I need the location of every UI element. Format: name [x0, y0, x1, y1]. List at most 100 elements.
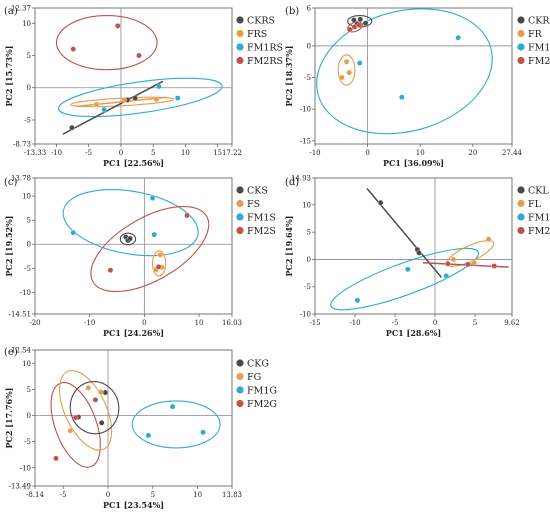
pca-panel-2: (b) -10 0 10 20 27.44 6 0 -5 -10 -15 PC1 [36.09%] PC…: [284, 5, 550, 169]
data-point: [471, 259, 477, 266]
panel-label: (a): [4, 6, 18, 17]
x-axis-label: PC1 [28.6%]: [386, 328, 441, 338]
panel-label: (e): [4, 347, 18, 358]
plot-marks: [316, 8, 493, 135]
data-point: [127, 235, 133, 242]
y-tick-label: 0: [27, 84, 31, 92]
y-tick-label: -5: [24, 438, 31, 446]
x-tick-label: -13.33: [24, 149, 46, 157]
confidence-ellipse: [316, 8, 493, 135]
plot-marks: [62, 189, 210, 293]
x-tick-label: 15: [213, 149, 222, 157]
data-point: [98, 389, 104, 395]
data-point: [356, 60, 363, 66]
data-point: [136, 52, 142, 59]
y-tick-label: 0: [307, 42, 311, 50]
y-tick-label: -5: [304, 283, 311, 291]
data-point: [149, 195, 156, 201]
y-tick-label: 5: [307, 229, 311, 237]
legend-marker: [236, 372, 244, 381]
data-point: [351, 24, 358, 30]
group-line: [62, 80, 164, 135]
legend-entry: CKL: [528, 185, 549, 196]
x-tick-label: 16.03: [222, 319, 242, 327]
x-tick-label: 9.62: [504, 319, 520, 327]
x-tick-label: 5: [151, 491, 155, 499]
legend-entry: CKS: [247, 185, 268, 196]
data-point: [156, 83, 162, 90]
data-point: [153, 96, 160, 103]
legend-marker: [236, 199, 244, 208]
confidence-ellipse: [119, 232, 137, 246]
y-tick-label: -14.51: [9, 311, 31, 319]
data-point: [151, 231, 157, 238]
confidence-ellipse: [337, 54, 356, 86]
legend: CKS FS FM1S FM2S: [236, 185, 276, 237]
y-tick-label: 5: [27, 52, 31, 60]
y-tick-label: -5: [24, 116, 31, 124]
panel-label: (d): [285, 177, 299, 188]
legend-marker: [236, 386, 244, 394]
legend-marker: [236, 186, 244, 194]
x-tick-label: -5: [60, 491, 67, 499]
x-tick-label: 0: [119, 149, 123, 157]
legend-marker: [236, 226, 244, 235]
data-point: [174, 95, 181, 101]
legend: CKL FL FM1L FM2L: [517, 185, 550, 237]
confidence-ellipse: [131, 400, 221, 449]
legend-entry: FM2RS: [247, 56, 283, 67]
legend-entry: FM1R: [528, 42, 550, 53]
legend-entry: FG: [247, 372, 261, 383]
data-point: [405, 266, 411, 273]
data-point: [121, 97, 127, 103]
data-point: [339, 74, 345, 81]
data-point: [169, 403, 176, 410]
x-tick-label: -5: [392, 319, 399, 327]
data-point: [343, 59, 350, 65]
legend-entry: FM1S: [247, 212, 276, 223]
confidence-ellipse: [90, 205, 210, 293]
data-point: [346, 26, 353, 33]
data-point: [93, 101, 100, 108]
y-tick-label: 12.54: [11, 347, 32, 355]
data-point: [356, 22, 362, 28]
x-tick-label: -10: [309, 149, 320, 157]
data-point: [132, 95, 138, 101]
x-axis-label: PC1 [23.54%]: [103, 500, 164, 510]
x-tick-label: 5: [473, 319, 477, 327]
y-tick-label: 10: [302, 201, 311, 209]
x-tick-label: 0: [142, 319, 146, 327]
data-point: [157, 252, 163, 258]
plot-marks: [330, 188, 509, 311]
confidence-ellipse: [55, 14, 158, 71]
legend-marker: [517, 56, 525, 65]
y-tick-label: -5: [24, 265, 31, 273]
legend: CKG FG FM1G FM2G: [236, 358, 277, 410]
x-tick-label: 0: [433, 319, 437, 327]
legend-entry: FS: [247, 199, 260, 210]
x-tick-label: -15: [309, 319, 320, 327]
x-tick-label: 10: [193, 491, 202, 499]
y-tick-label: -10: [20, 464, 31, 472]
x-tick-label: 17.22: [222, 149, 242, 157]
legend-marker: [517, 199, 525, 208]
data-point: [465, 261, 471, 268]
y-tick-label: 13.78: [11, 175, 31, 183]
x-tick-label: 10: [416, 149, 425, 157]
data-point: [357, 16, 364, 23]
data-point: [184, 212, 190, 219]
data-point: [98, 420, 105, 426]
data-point: [416, 250, 422, 256]
panel-label: (c): [4, 177, 18, 188]
confidence-ellipse: [152, 250, 167, 277]
data-point: [107, 267, 114, 273]
x-tick-label: 20: [468, 149, 477, 157]
y-axis-label: PC2 [17.76%]: [4, 388, 14, 449]
legend-marker: [517, 29, 525, 38]
y-tick-label: 5: [27, 386, 31, 394]
data-point: [362, 20, 369, 26]
y-tick-label: -5: [304, 74, 311, 82]
legend-marker: [517, 43, 525, 51]
x-tick-label: 10: [181, 149, 190, 157]
